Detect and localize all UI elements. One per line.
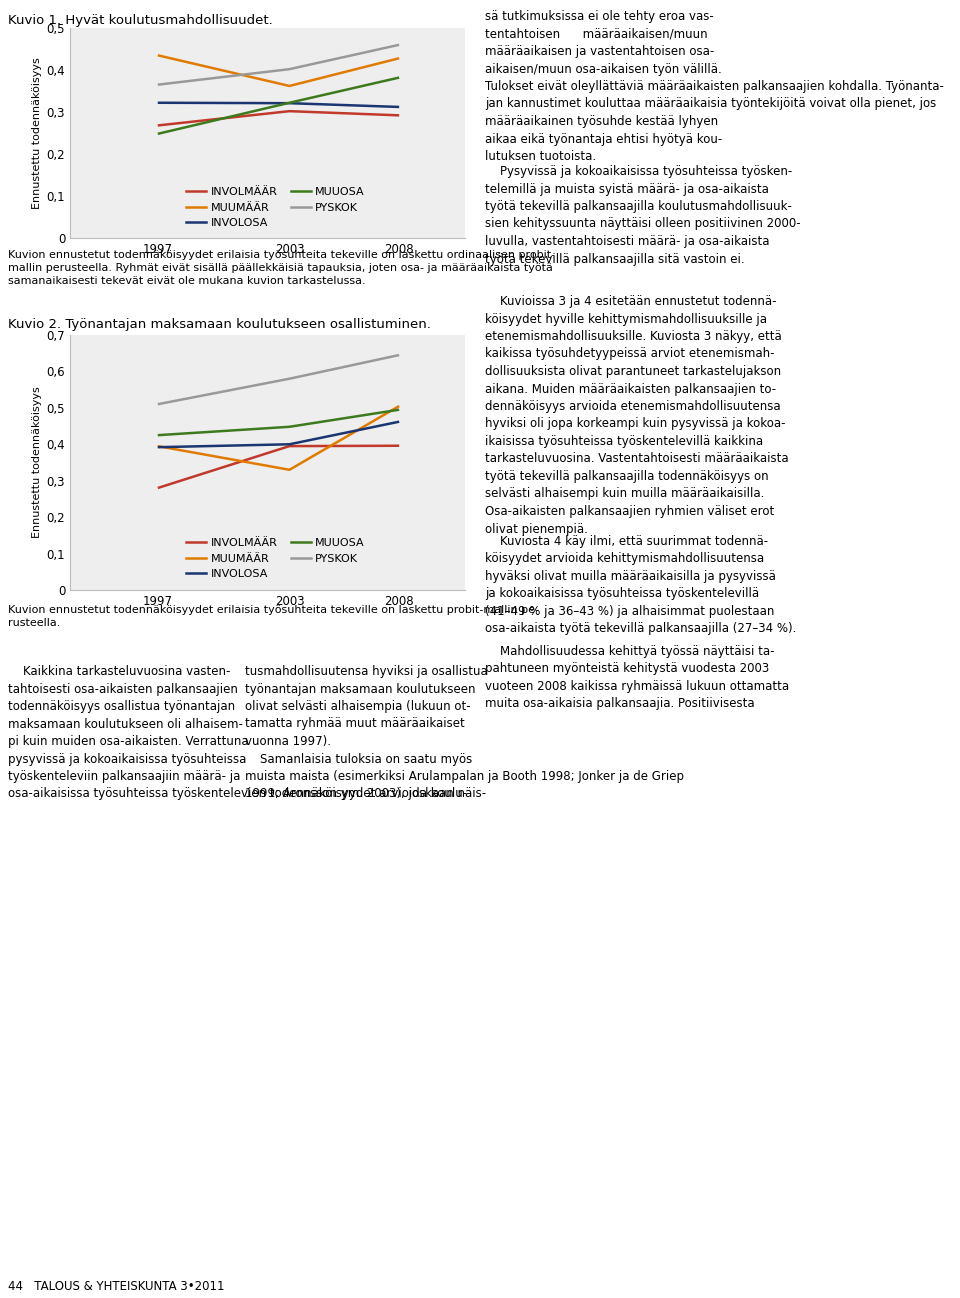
Legend: INVOLMÄÄR, MUUMÄÄR, INVOLOSA, MUUOSA, PYSKOK: INVOLMÄÄR, MUUMÄÄR, INVOLOSA, MUUOSA, PY… [186, 539, 365, 579]
Text: sä tutkimuksissa ei ole tehty eroa vas-
tentahtoisen      määräaikaisen/muun
mää: sä tutkimuksissa ei ole tehty eroa vas- … [485, 10, 944, 180]
Y-axis label: Ennustettu todennäköisyys: Ennustettu todennäköisyys [33, 57, 42, 209]
Text: Kuvio 1. Hyvät koulutusmahdollisuudet.: Kuvio 1. Hyvät koulutusmahdollisuudet. [8, 14, 273, 27]
Text: Kuviosta 4 käy ilmi, että suurimmat todennä-
köisyydet arvioida kehittymismahdol: Kuviosta 4 käy ilmi, että suurimmat tode… [485, 535, 796, 653]
Text: Kaikkina tarkasteluvuosina vasten-
tahtoisesti osa-aikaisten palkansaajien
toden: Kaikkina tarkasteluvuosina vasten- tahto… [8, 665, 468, 801]
Text: Kuvion ennustetut todennäköisyydet erilaisia työsuhteita tekeville on laskettu o: Kuvion ennustetut todennäköisyydet erila… [8, 251, 555, 287]
Y-axis label: Ennustettu todennäköisyys: Ennustettu todennäköisyys [33, 387, 42, 539]
Text: Mahdollisuudessa kehittyä työssä näyttäisi ta-
pahtuneen myönteistä kehitystä vu: Mahdollisuudessa kehittyä työssä näyttäi… [485, 645, 789, 728]
Legend: INVOLMÄÄR, MUUMÄÄR, INVOLOSA, MUUOSA, PYSKOK: INVOLMÄÄR, MUUMÄÄR, INVOLOSA, MUUOSA, PY… [186, 187, 365, 228]
Text: Pysyvissä ja kokoaikaisissa työsuhteissa työsken-
telemillä ja muista syistä mää: Pysyvissä ja kokoaikaisissa työsuhteissa… [485, 165, 801, 283]
Text: Kuvion ennustetut todennäköisyydet erilaisia työsuhteita tekeville on laskettu p: Kuvion ennustetut todennäköisyydet erila… [8, 605, 539, 628]
Text: Kuvio 2. Työnantajan maksamaan koulutukseen osallistuminen.: Kuvio 2. Työnantajan maksamaan koulutuks… [8, 318, 431, 331]
Text: Kuvioissa 3 ja 4 esitetään ennustetut todennä-
köisyydet hyville kehittymismahdo: Kuvioissa 3 ja 4 esitetään ennustetut to… [485, 295, 788, 553]
Text: tusmahdollisuutensa hyviksi ja osallistua
työnantajan maksamaan koulutukseen
oli: tusmahdollisuutensa hyviksi ja osallistu… [245, 665, 684, 801]
Text: 44   TALOUS & YHTEISKUNTA 3•2011: 44 TALOUS & YHTEISKUNTA 3•2011 [8, 1280, 225, 1293]
